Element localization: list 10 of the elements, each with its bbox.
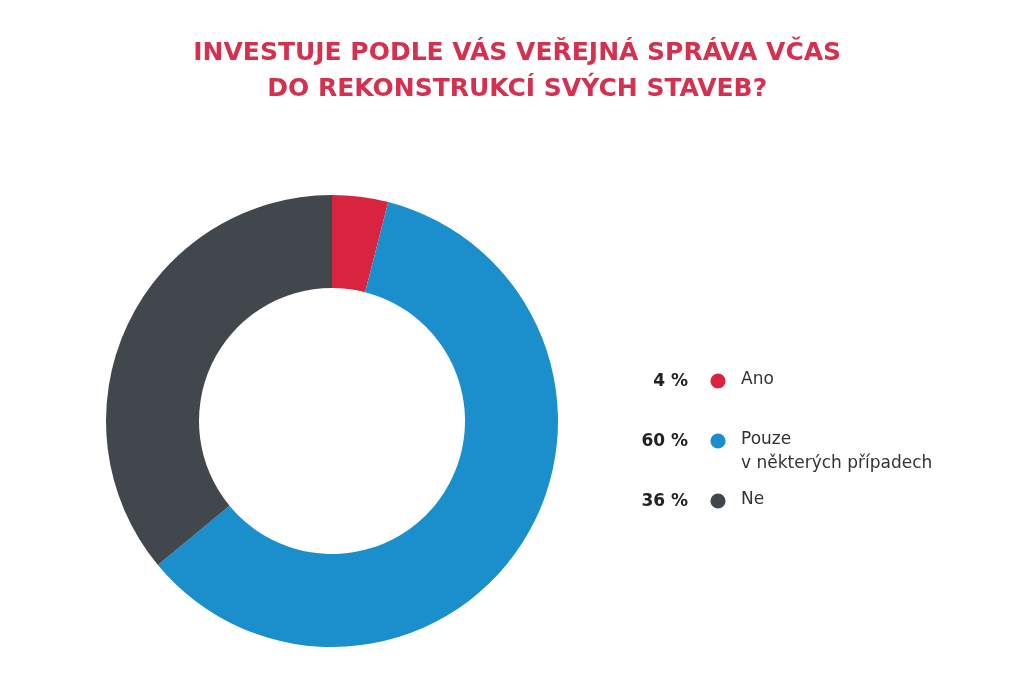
chart-title: INVESTUJE PODLE VÁS VEŘEJNÁ SPRÁVA VČAS DO REKONSTRUKCÍ SVÝCH STAVEB?: [193, 36, 842, 102]
data-label: 36 %: [641, 490, 688, 510]
donut-slice: [157, 202, 558, 647]
legend-label: Pouze v některých případech: [741, 428, 933, 472]
data-label: 4 %: [653, 370, 688, 390]
donut-slice: [106, 195, 332, 566]
donut-slice: [332, 195, 389, 293]
data-label: 60 %: [641, 430, 688, 450]
legend-label: Ne: [741, 488, 765, 508]
legend-label: Ano: [741, 368, 774, 388]
